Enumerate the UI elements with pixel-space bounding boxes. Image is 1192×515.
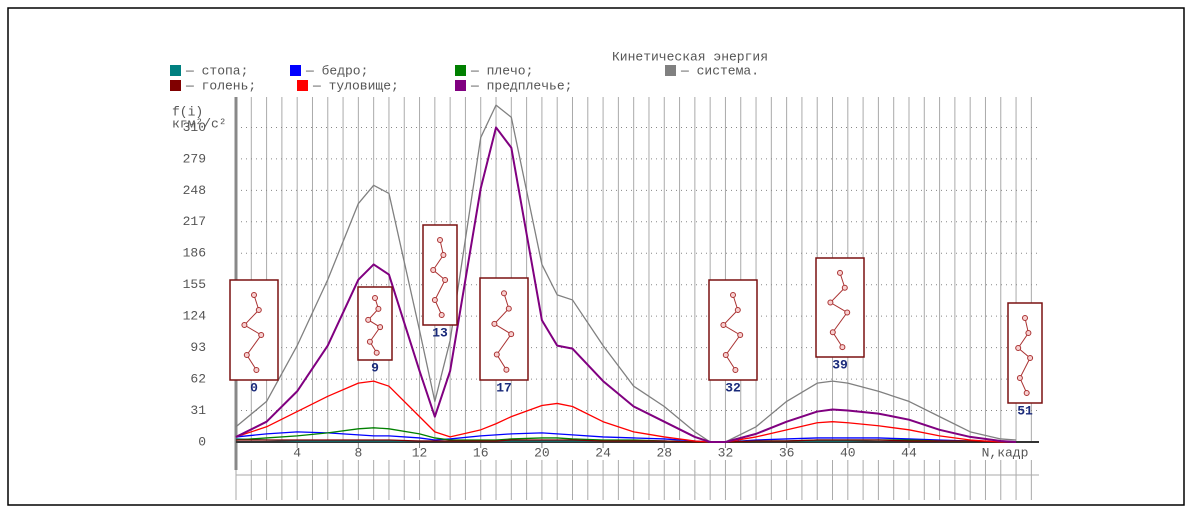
figure-joint [505, 305, 512, 312]
x-tick-label: 36 [779, 445, 795, 460]
y-tick-label: 310 [183, 120, 206, 135]
figure-joint [837, 269, 843, 276]
frame-label: 17 [496, 380, 512, 395]
series-line [235, 126, 1017, 443]
legend-swatch [297, 80, 308, 91]
y-tick-label: 31 [190, 403, 206, 418]
figure-joint [255, 307, 262, 313]
frame-label: 0 [250, 380, 258, 395]
figure-joint [829, 329, 836, 336]
figure-joint [431, 297, 438, 303]
x-tick-label: 40 [840, 445, 856, 460]
x-tick-label: 20 [534, 445, 550, 460]
figure-joint [440, 252, 447, 258]
legend-label: — туловище; [312, 78, 399, 93]
y-tick-label: 93 [190, 340, 206, 355]
figure-joint [841, 284, 848, 291]
figure-joint [734, 307, 741, 313]
x-label: N,кадр [982, 445, 1029, 460]
y-tick-label: 217 [183, 214, 206, 229]
series-line [235, 380, 1017, 443]
legend-swatch [455, 65, 466, 76]
y-tick-label: 0 [198, 434, 206, 449]
legend-label: — бедро; [305, 63, 368, 78]
series-line [235, 431, 1017, 443]
figure-joint [241, 322, 248, 328]
frame-border [7, 7, 1185, 506]
figure-joint [491, 320, 498, 327]
figure-joint [1022, 315, 1028, 321]
frame-label: 13 [432, 325, 448, 340]
legend-label: — предплечье; [470, 78, 572, 93]
legend-swatch [290, 65, 301, 76]
x-tick-label: 12 [412, 445, 428, 460]
figure-joint [366, 338, 373, 345]
legend-label: — система. [680, 63, 759, 78]
figure-joint [844, 309, 851, 316]
frame-label: 9 [371, 360, 379, 375]
figure-joint [722, 352, 729, 358]
figure-joint [827, 299, 834, 306]
legend-label: — стопа; [185, 63, 248, 78]
figure-joint [258, 332, 265, 338]
frame-label: 51 [1017, 403, 1033, 418]
figure-joint [375, 305, 382, 312]
figure-joint [438, 312, 445, 318]
x-tick-label: 16 [473, 445, 489, 460]
figure-joint [720, 322, 727, 328]
figure-joint [1025, 330, 1032, 336]
legend-swatch [170, 80, 181, 91]
figure-joint [437, 237, 443, 243]
x-tick-label: 32 [718, 445, 734, 460]
x-tick-label: 4 [293, 445, 301, 460]
y-tick-label: 248 [183, 183, 206, 198]
y-tick-label: 155 [183, 277, 206, 292]
y-tick-label: 62 [190, 372, 206, 387]
legend-label: — плечо; [470, 63, 533, 78]
figure-joint [243, 352, 250, 358]
figure-joint [730, 292, 736, 298]
figure-joint [501, 290, 507, 297]
y-tick-label: 186 [183, 246, 206, 261]
figure-joint [493, 351, 500, 358]
legend-swatch [665, 65, 676, 76]
x-tick-label: 28 [656, 445, 672, 460]
figure-joint [365, 316, 372, 323]
series-line [235, 104, 1017, 443]
figure-joint [373, 349, 380, 356]
chart-title: Кинетическая энергия [612, 49, 768, 64]
y-label: f(i) [172, 104, 203, 119]
figure-joint [372, 294, 378, 301]
figure-joint [377, 324, 384, 331]
figure-joint [251, 292, 257, 298]
x-tick-label: 8 [354, 445, 362, 460]
figure-joint [839, 344, 846, 351]
figure-joint [737, 332, 744, 338]
legend-swatch [455, 80, 466, 91]
y-tick-label: 124 [183, 309, 207, 324]
y-tick-label: 279 [183, 151, 206, 166]
figure-joint [253, 367, 260, 373]
figure-joint [503, 366, 510, 373]
figure-joint [1027, 355, 1034, 361]
y-label: кгм²/с² [172, 116, 227, 131]
x-tick-label: 44 [901, 445, 917, 460]
figure-joint [442, 277, 449, 283]
series-line [236, 439, 1017, 443]
figure-joint [1015, 345, 1022, 351]
figure-joint [732, 367, 739, 373]
frame-label: 32 [725, 380, 741, 395]
figure-joint [508, 331, 515, 338]
legend-label: — голень; [185, 78, 256, 93]
frame-label: 39 [832, 357, 848, 372]
x-tick-label: 24 [595, 445, 611, 460]
legend-swatch [170, 65, 181, 76]
figure-joint [1023, 390, 1030, 396]
figure-joint [1016, 375, 1023, 381]
figure-joint [430, 267, 437, 273]
